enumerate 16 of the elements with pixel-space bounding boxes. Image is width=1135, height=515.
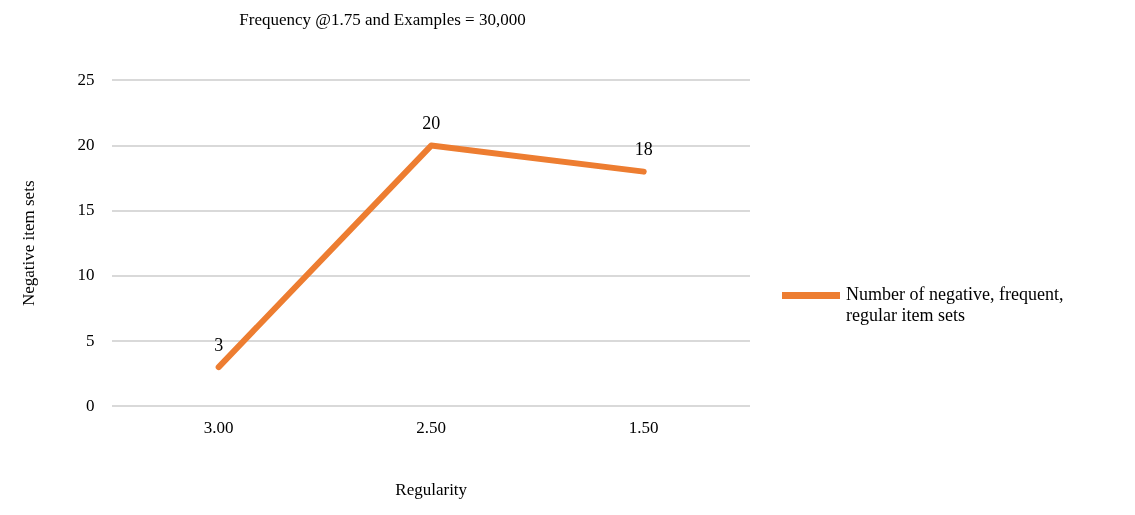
legend-label: Number of negative, frequent, regular item sets — [846, 284, 1065, 326]
x-tick-label: 3.00 — [203, 417, 234, 437]
x-tick-label: 2.50 — [416, 417, 447, 437]
y-tick-label: 25 — [77, 69, 95, 89]
data-label: 18 — [634, 139, 653, 160]
data-label: 20 — [422, 113, 441, 134]
y-axis-title: Negative item sets — [18, 180, 38, 307]
y-tick-label: 20 — [77, 135, 95, 155]
data-label: 3 — [214, 334, 224, 355]
chart-title: Frequency @1.75 and Examples = 30,000 — [239, 9, 526, 29]
y-tick-label: 0 — [85, 395, 95, 415]
x-axis-title: Regularity — [395, 480, 468, 500]
x-tick-label: 1.50 — [628, 417, 659, 437]
y-tick-label: 15 — [77, 200, 95, 220]
y-tick-label: 5 — [85, 330, 95, 350]
y-tick-label: 10 — [77, 265, 95, 285]
